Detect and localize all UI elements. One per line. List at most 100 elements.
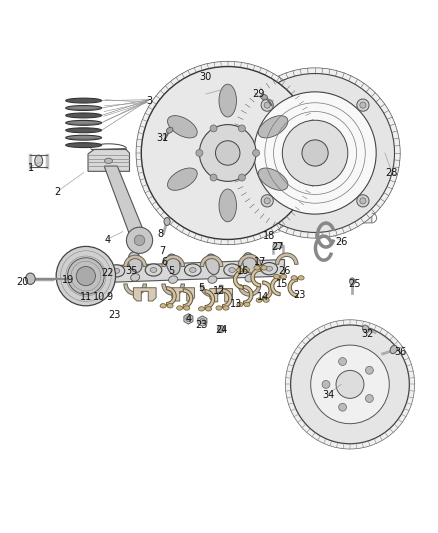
Ellipse shape [177,306,183,310]
Text: 31: 31 [156,133,168,143]
Circle shape [141,67,314,239]
Polygon shape [88,260,285,283]
Circle shape [238,125,245,132]
Ellipse shape [190,268,196,272]
Circle shape [253,149,260,157]
Text: 15: 15 [276,279,289,289]
Ellipse shape [223,306,229,310]
Circle shape [199,125,256,181]
Ellipse shape [167,168,197,190]
Circle shape [302,140,328,166]
Polygon shape [162,255,184,266]
Text: 11: 11 [80,292,92,302]
Ellipse shape [237,302,243,306]
Ellipse shape [224,264,240,276]
Text: 7: 7 [159,246,166,256]
Ellipse shape [184,306,190,310]
Text: 23: 23 [195,320,208,330]
Polygon shape [200,285,223,296]
Ellipse shape [244,268,250,272]
Circle shape [360,198,366,204]
Ellipse shape [219,84,237,117]
Ellipse shape [208,276,217,284]
Circle shape [339,358,346,366]
Ellipse shape [291,276,297,280]
Ellipse shape [258,168,288,190]
Text: 4: 4 [185,314,191,324]
Ellipse shape [245,274,254,282]
Circle shape [322,381,330,389]
Circle shape [254,92,376,214]
Ellipse shape [261,263,278,275]
Ellipse shape [166,127,173,133]
Ellipse shape [184,264,201,276]
Text: 2: 2 [54,187,60,197]
Ellipse shape [66,106,102,110]
Circle shape [210,125,217,132]
Circle shape [56,246,116,306]
Circle shape [339,403,346,411]
Ellipse shape [66,98,102,103]
Circle shape [76,266,95,286]
Circle shape [264,198,270,204]
Ellipse shape [281,274,287,279]
Text: 12: 12 [213,286,225,295]
Ellipse shape [237,268,243,272]
Ellipse shape [198,306,205,311]
Circle shape [67,258,104,294]
Polygon shape [172,288,194,301]
Circle shape [360,102,366,108]
Text: 17: 17 [254,257,267,267]
Ellipse shape [166,254,180,274]
Ellipse shape [113,269,120,273]
Text: 26: 26 [335,238,347,247]
Text: 27: 27 [272,242,284,252]
Ellipse shape [66,113,102,118]
Ellipse shape [244,302,250,306]
Ellipse shape [131,273,140,281]
Polygon shape [238,254,261,265]
Ellipse shape [169,276,178,284]
Circle shape [136,61,319,245]
Text: 13: 13 [230,298,243,309]
Circle shape [357,195,369,207]
Circle shape [134,235,145,246]
Text: 4: 4 [105,235,111,245]
Polygon shape [88,149,130,171]
Polygon shape [244,285,253,304]
Ellipse shape [219,189,237,222]
Text: 29: 29 [252,89,265,99]
Ellipse shape [258,116,288,138]
Circle shape [290,325,410,444]
Circle shape [311,345,389,424]
Circle shape [127,227,152,253]
Ellipse shape [266,266,272,271]
Polygon shape [183,289,193,308]
Text: 24: 24 [215,325,227,335]
Ellipse shape [216,306,222,310]
Ellipse shape [243,253,256,273]
Polygon shape [263,281,272,300]
Ellipse shape [261,94,267,100]
Circle shape [230,68,400,238]
Ellipse shape [390,345,397,353]
Polygon shape [276,253,298,264]
Ellipse shape [164,217,170,225]
Ellipse shape [128,252,142,272]
Polygon shape [200,255,223,266]
Polygon shape [134,288,156,301]
Text: 9: 9 [107,292,113,302]
Text: 20: 20 [16,277,29,287]
Circle shape [196,149,203,157]
Ellipse shape [150,268,157,272]
Circle shape [215,141,240,165]
Ellipse shape [66,120,102,125]
Circle shape [283,120,348,185]
Text: 16: 16 [237,266,249,276]
Circle shape [236,74,395,232]
Text: 28: 28 [385,168,398,177]
Text: 19: 19 [62,274,74,285]
Circle shape [261,195,273,207]
Ellipse shape [25,273,35,285]
Polygon shape [166,287,176,306]
